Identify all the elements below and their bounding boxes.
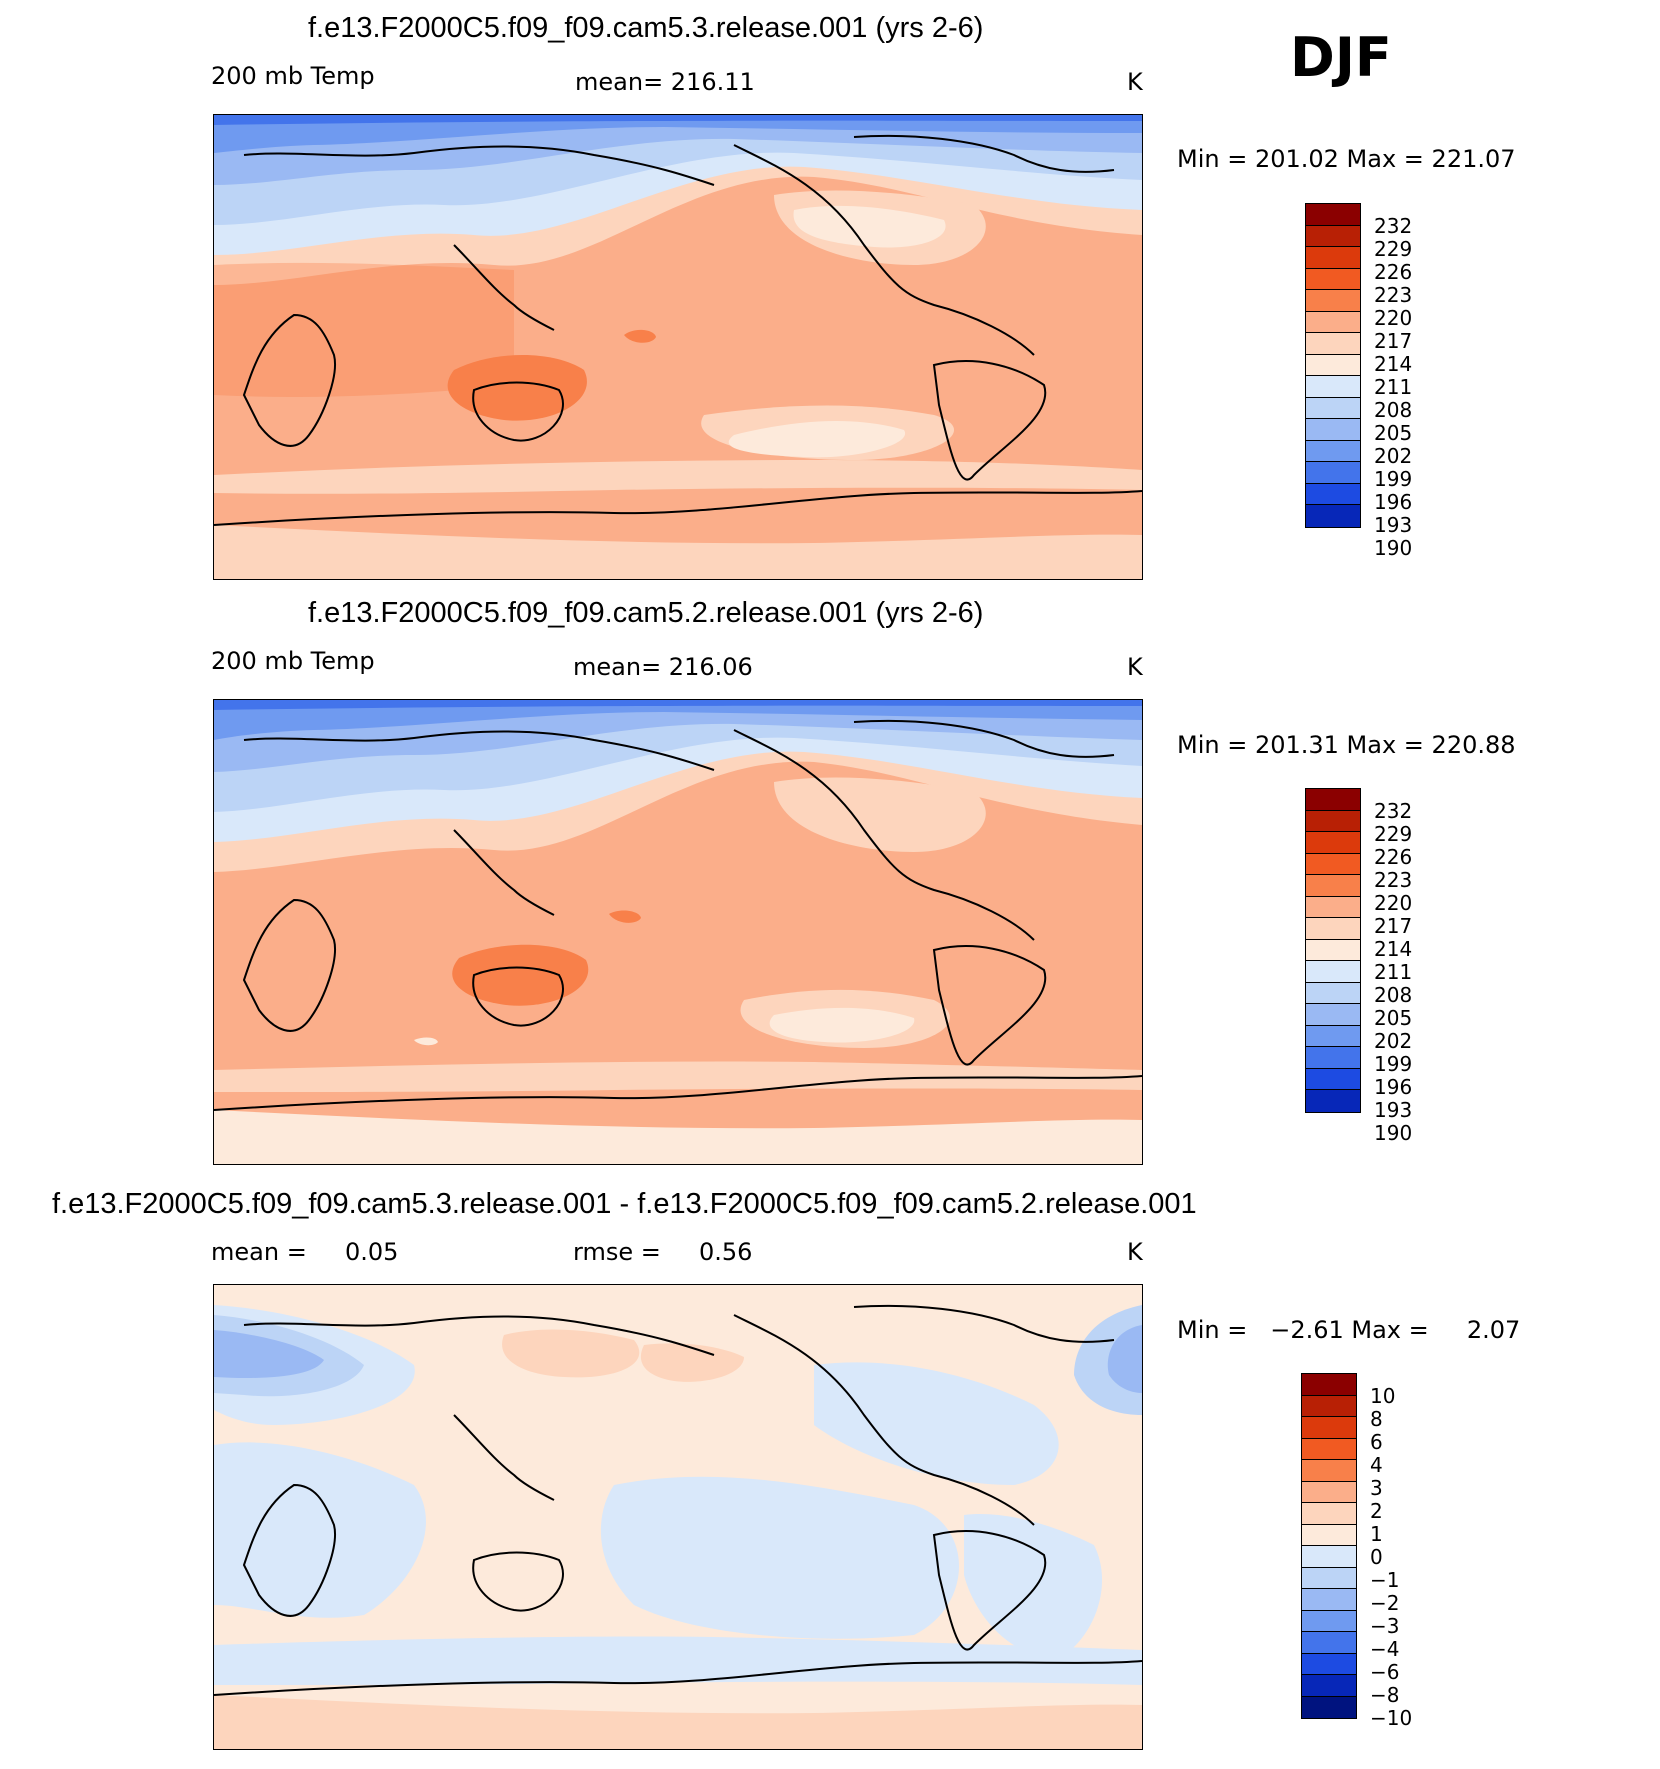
mean-label: mean = 0.05 xyxy=(211,1238,399,1266)
tick-label: 208 xyxy=(1374,983,1413,1007)
tick-label: 208 xyxy=(1374,398,1413,422)
tick-label: 226 xyxy=(1374,845,1413,869)
tick-label: 205 xyxy=(1374,421,1413,445)
tick-label: −4 xyxy=(1370,1637,1400,1661)
tick-label: 229 xyxy=(1374,237,1413,261)
tick-label: 199 xyxy=(1374,1052,1413,1076)
tick-label: 220 xyxy=(1374,891,1413,915)
mean-label: mean= 216.11 xyxy=(575,68,755,96)
colorbar xyxy=(1305,203,1361,528)
tick-label: −8 xyxy=(1370,1683,1400,1707)
difference-map xyxy=(213,1284,1143,1750)
tick-label: 211 xyxy=(1374,375,1413,399)
colorbar xyxy=(1301,1373,1357,1719)
tick-label: 232 xyxy=(1374,214,1413,238)
tick-label: 214 xyxy=(1374,937,1413,961)
tick-label: 190 xyxy=(1374,536,1413,560)
tick-label: 190 xyxy=(1374,1121,1413,1145)
tick-label: 217 xyxy=(1374,914,1413,938)
units-label: K xyxy=(1127,1238,1143,1266)
tick-label: 214 xyxy=(1374,352,1413,376)
units-label: K xyxy=(1127,653,1143,681)
tick-label: −2 xyxy=(1370,1591,1400,1615)
tick-label: −3 xyxy=(1370,1614,1400,1638)
tick-label: 229 xyxy=(1374,822,1413,846)
tick-label: −1 xyxy=(1370,1568,1400,1592)
minmax-label: Min = −2.61 Max = 2.07 xyxy=(1177,1316,1521,1344)
panel-title: f.e13.F2000C5.f09_f09.cam5.3.release.001… xyxy=(308,12,984,44)
tick-label: 205 xyxy=(1374,1006,1413,1030)
tick-label: 8 xyxy=(1370,1407,1383,1431)
tick-label: −6 xyxy=(1370,1660,1400,1684)
season-label: DJF xyxy=(1290,26,1392,89)
minmax-label: Min = 201.31 Max = 220.88 xyxy=(1177,731,1516,759)
tick-label: −10 xyxy=(1370,1706,1413,1730)
tick-label: 0 xyxy=(1370,1545,1383,1569)
tick-label: 4 xyxy=(1370,1453,1383,1477)
tick-label: 2 xyxy=(1370,1499,1383,1523)
panel-title: f.e13.F2000C5.f09_f09.cam5.2.release.001… xyxy=(308,597,984,629)
tick-label: 193 xyxy=(1374,513,1413,537)
tick-label: 202 xyxy=(1374,1029,1413,1053)
field-label: 200 mb Temp xyxy=(211,62,375,90)
minmax-label: Min = 201.02 Max = 221.07 xyxy=(1177,145,1516,173)
tick-label: 3 xyxy=(1370,1476,1383,1500)
tick-label: 10 xyxy=(1370,1384,1396,1408)
tick-label: 211 xyxy=(1374,960,1413,984)
units-label: K xyxy=(1127,68,1143,96)
tick-label: 217 xyxy=(1374,329,1413,353)
tick-label: 196 xyxy=(1374,490,1413,514)
panel-title: f.e13.F2000C5.f09_f09.cam5.3.release.001… xyxy=(52,1188,1197,1220)
temperature-map xyxy=(213,699,1143,1165)
field-label: 200 mb Temp xyxy=(211,647,375,675)
tick-label: 223 xyxy=(1374,868,1413,892)
mean-label: mean= 216.06 xyxy=(573,653,753,681)
tick-label: 6 xyxy=(1370,1430,1383,1454)
tick-label: 193 xyxy=(1374,1098,1413,1122)
tick-label: 226 xyxy=(1374,260,1413,284)
temperature-map xyxy=(213,114,1143,580)
tick-label: 1 xyxy=(1370,1522,1383,1546)
tick-label: 202 xyxy=(1374,444,1413,468)
tick-label: 199 xyxy=(1374,467,1413,491)
colorbar xyxy=(1305,788,1361,1113)
tick-label: 223 xyxy=(1374,283,1413,307)
tick-label: 196 xyxy=(1374,1075,1413,1099)
tick-label: 220 xyxy=(1374,306,1413,330)
rmse-label: rmse = 0.56 xyxy=(573,1238,753,1266)
tick-label: 232 xyxy=(1374,799,1413,823)
